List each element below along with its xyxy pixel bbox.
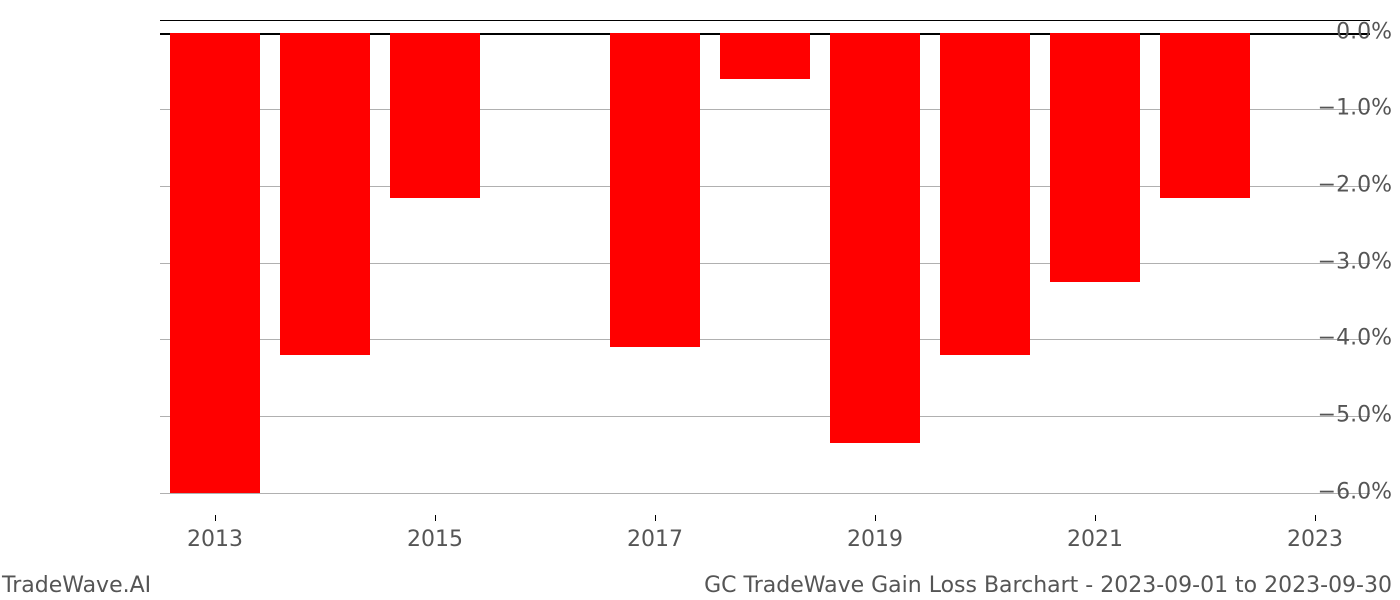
y-tick-label: 0.0% (1240, 19, 1400, 44)
bar-2015 (390, 33, 480, 198)
y-tick-label: −1.0% (1240, 96, 1400, 121)
x-tick-mark (1315, 515, 1316, 521)
x-tick-label: 2015 (407, 527, 463, 552)
x-tick-mark (435, 515, 436, 521)
bar-2019 (830, 33, 920, 444)
bar-2018 (720, 33, 810, 79)
x-tick-mark (1095, 515, 1096, 521)
y-tick-label: −2.0% (1240, 173, 1400, 198)
gridline (160, 416, 1370, 417)
x-tick-mark (655, 515, 656, 521)
bar-2020 (940, 33, 1030, 355)
y-tick-label: −4.0% (1240, 326, 1400, 351)
y-tick-label: −3.0% (1240, 249, 1400, 274)
chart-container: 0.0% −1.0% −2.0% −3.0% −4.0% −5.0% −6.0% 2013 2… (0, 0, 1400, 600)
plot-area (160, 20, 1370, 515)
gridline (160, 493, 1370, 494)
x-tick-mark (875, 515, 876, 521)
bar-2021 (1050, 33, 1140, 282)
y-tick-label: −5.0% (1240, 403, 1400, 428)
x-tick-label: 2023 (1287, 527, 1343, 552)
bar-2014 (280, 33, 370, 355)
x-tick-label: 2019 (847, 527, 903, 552)
y-tick-label: −6.0% (1240, 479, 1400, 504)
x-tick-label: 2021 (1067, 527, 1123, 552)
bar-2013 (170, 33, 260, 493)
footer-brand: TradeWave.AI (2, 573, 151, 598)
bar-2022 (1160, 33, 1250, 198)
x-tick-mark (215, 515, 216, 521)
footer-caption: GC TradeWave Gain Loss Barchart - 2023-0… (704, 573, 1392, 598)
x-tick-label: 2017 (627, 527, 683, 552)
x-tick-label: 2013 (187, 527, 243, 552)
bar-2017 (610, 33, 700, 348)
